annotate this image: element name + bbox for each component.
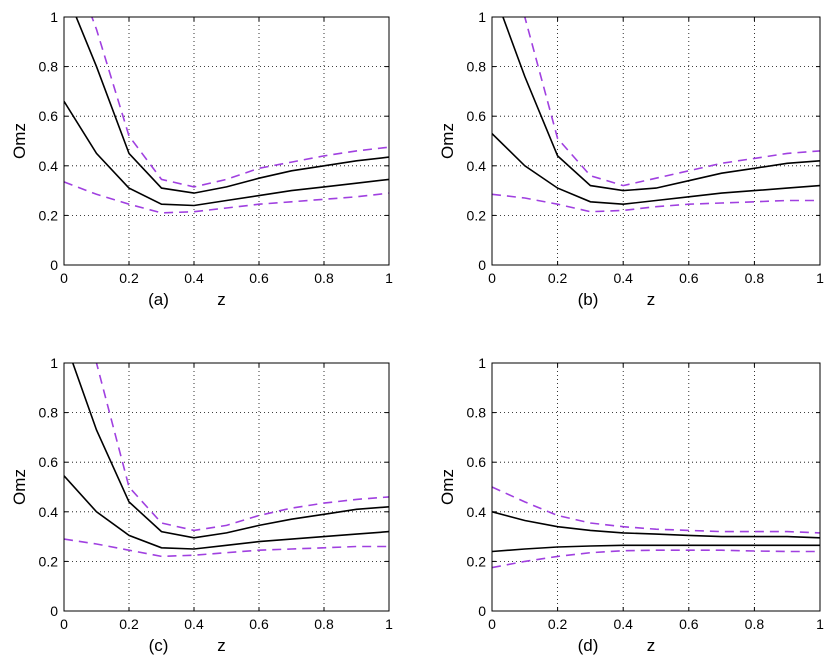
y-tick-label: 0.8 xyxy=(467,405,487,421)
y-axis-label: Omz xyxy=(438,123,457,159)
x-tick-label: 0.4 xyxy=(184,616,204,632)
panel-label: (b) xyxy=(578,290,599,309)
series-line-lower-solid xyxy=(64,475,389,550)
y-tick-label: 1 xyxy=(478,9,486,25)
x-tick-label: 0.4 xyxy=(184,270,204,286)
y-tick-label: 0.4 xyxy=(467,158,487,174)
series-line-upper-solid xyxy=(502,17,820,192)
x-tick-label: 1 xyxy=(385,616,393,632)
x-tick-label: 0.6 xyxy=(249,616,269,632)
x-tick-label: 0.4 xyxy=(613,270,633,286)
panel-label: (a) xyxy=(148,290,169,309)
y-tick-label: 0.8 xyxy=(39,405,59,421)
x-tick-label: 0.8 xyxy=(745,270,765,286)
series-line-lower-dashed xyxy=(492,549,820,569)
y-tick-label: 0.4 xyxy=(39,158,59,174)
y-tick-label: 0.4 xyxy=(39,504,59,520)
y-tick-label: 0.2 xyxy=(467,553,487,569)
y-tick-label: 0.6 xyxy=(39,108,59,124)
x-tick-label: 0.8 xyxy=(745,616,765,632)
y-tick-label: 0.6 xyxy=(39,454,59,470)
x-tick-label: 0.2 xyxy=(119,616,139,632)
y-tick-label: 0 xyxy=(50,603,58,619)
x-tick-label: 0.2 xyxy=(119,270,139,286)
y-axis-label: Omz xyxy=(10,469,29,505)
y-tick-label: 0.8 xyxy=(39,59,59,75)
x-tick-label: 1 xyxy=(385,270,393,286)
plot-frame xyxy=(491,16,821,266)
x-tick-label: 0.2 xyxy=(548,616,568,632)
series-line-upper-dashed xyxy=(95,363,389,532)
plot-frame xyxy=(63,362,390,612)
y-tick-label: 0.2 xyxy=(39,207,59,223)
y-tick-label: 0 xyxy=(478,257,486,273)
x-axis-label: z xyxy=(647,290,656,309)
x-tick-label: 0.8 xyxy=(314,270,334,286)
x-tick-label: 0 xyxy=(60,616,68,632)
x-tick-label: 0.4 xyxy=(613,616,633,632)
x-tick-label: 1 xyxy=(816,616,824,632)
y-tick-label: 0.4 xyxy=(467,504,487,520)
y-tick-label: 1 xyxy=(478,355,486,371)
chart-panel-4: 0 0.2 0.4 0.6 0.8 1 0 0.2 0.4 0.6 0.8 1 Omz (d) z xyxy=(438,355,824,655)
x-tick-label: 0.6 xyxy=(249,270,269,286)
x-axis-label: z xyxy=(217,290,226,309)
y-tick-label: 0 xyxy=(478,603,486,619)
x-axis-label: z xyxy=(647,636,656,655)
series-line-upper-solid xyxy=(71,363,389,539)
series-line-upper-dashed xyxy=(91,17,389,188)
x-tick-label: 0.6 xyxy=(679,616,699,632)
y-tick-label: 0.6 xyxy=(467,108,487,124)
x-tick-label: 1 xyxy=(816,270,824,286)
series-line-lower-solid xyxy=(492,133,820,206)
panel-label: (d) xyxy=(578,636,599,655)
y-tick-label: 1 xyxy=(50,9,58,25)
plot-frame xyxy=(491,362,821,612)
y-tick-label: 0.6 xyxy=(467,454,487,470)
chart-panel-1: 0 0.2 0.4 0.6 0.8 1 0 0.2 0.4 0.6 0.8 1 Omz (a) z xyxy=(10,9,393,309)
x-tick-label: 0.6 xyxy=(679,270,699,286)
series-line-lower-solid xyxy=(492,544,820,553)
x-tick-label: 0 xyxy=(60,270,68,286)
series-line-lower-dashed xyxy=(64,538,389,558)
series-line-upper-dashed xyxy=(523,17,820,187)
series-line-upper-dashed xyxy=(492,486,820,534)
y-axis-label: Omz xyxy=(438,469,457,505)
series-line-upper-solid xyxy=(75,17,389,194)
series-line-lower-dashed xyxy=(492,193,820,213)
x-tick-label: 0.2 xyxy=(548,270,568,286)
x-axis-label: z xyxy=(217,636,226,655)
series-line-upper-solid xyxy=(492,511,820,539)
y-tick-label: 1 xyxy=(50,355,58,371)
plot-frame xyxy=(63,16,390,266)
x-tick-label: 0 xyxy=(488,616,496,632)
x-tick-label: 0 xyxy=(488,270,496,286)
y-tick-label: 0.2 xyxy=(467,207,487,223)
chart-panel-2: 0 0.2 0.4 0.6 0.8 1 0 0.2 0.4 0.6 0.8 1 Omz (b) z xyxy=(438,9,824,309)
panel-label: (c) xyxy=(149,636,169,655)
series-line-lower-solid xyxy=(64,100,389,207)
x-tick-label: 0.8 xyxy=(314,616,334,632)
y-axis-label: Omz xyxy=(10,123,29,159)
series-line-lower-dashed xyxy=(64,181,389,214)
y-tick-label: 0.8 xyxy=(467,59,487,75)
y-tick-label: 0.2 xyxy=(39,553,59,569)
y-tick-label: 0 xyxy=(50,257,58,273)
chart-panel-3: 0 0.2 0.4 0.6 0.8 1 0 0.2 0.4 0.6 0.8 1 Omz (c) z xyxy=(10,355,393,655)
